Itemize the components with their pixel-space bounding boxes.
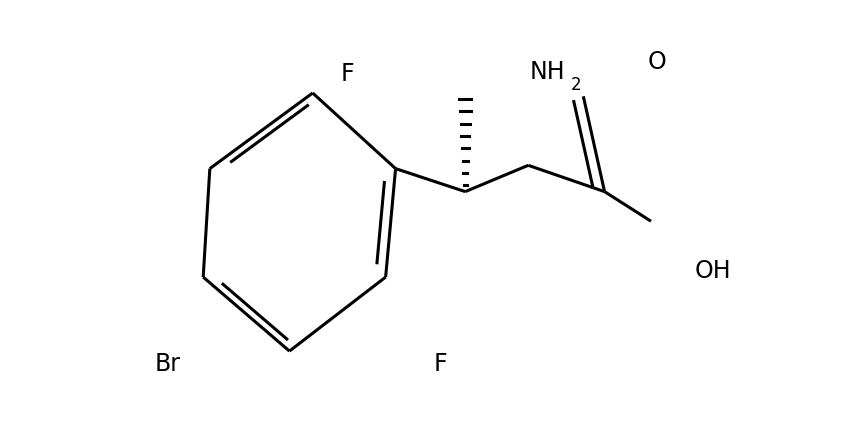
- Text: F: F: [341, 62, 354, 86]
- Text: NH: NH: [529, 60, 565, 83]
- Text: F: F: [433, 351, 447, 374]
- Text: 2: 2: [570, 75, 581, 93]
- Text: Br: Br: [155, 351, 181, 374]
- Text: O: O: [648, 50, 667, 74]
- Text: OH: OH: [694, 258, 731, 282]
